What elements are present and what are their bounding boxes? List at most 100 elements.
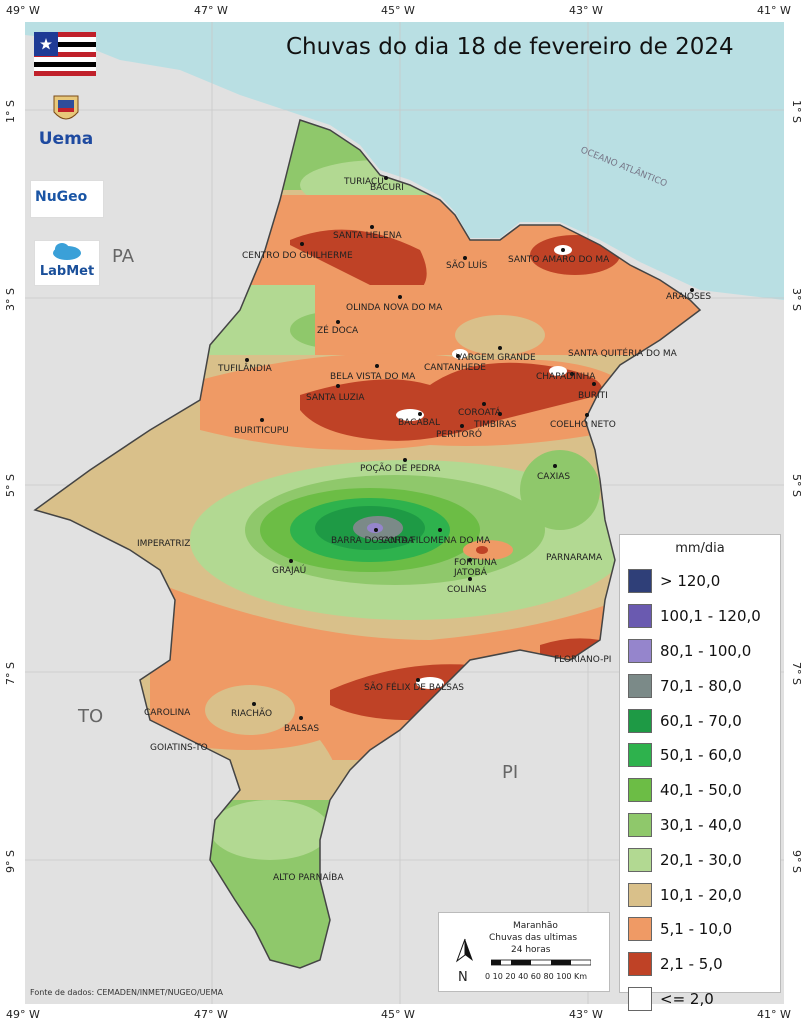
city-label: GRAJAÚ <box>272 564 306 576</box>
city-label: GOIATINS-TO <box>150 743 208 753</box>
legend-swatch <box>628 917 652 942</box>
city-label: BURITI <box>578 391 608 401</box>
cloud-icon <box>53 243 81 260</box>
legend-label: 60,1 - 70,0 <box>660 711 742 730</box>
city-label: SANTA HELENA <box>333 231 402 241</box>
legend-label: 30,1 - 40,0 <box>660 815 742 834</box>
city-label: PERITORÓ <box>436 428 482 440</box>
legend-label: 2,1 - 5,0 <box>660 955 723 974</box>
north-arrow-icon <box>455 938 473 963</box>
legend-swatch <box>628 847 652 872</box>
scale-title-2: Chuvas das ultimas <box>489 933 578 943</box>
lon-label-41-top: 41° W <box>757 4 791 17</box>
legend-label: 50,1 - 60,0 <box>660 746 742 765</box>
state-label-pi: PI <box>502 762 518 783</box>
city-label: SANTA QUITÉRIA DO MA <box>568 347 678 359</box>
legend-label: 5,1 - 10,0 <box>660 920 733 939</box>
legend-swatch <box>628 882 652 907</box>
city-label: ALTO PARNAÍBA <box>273 871 344 883</box>
city-label: OLINDA NOVA DO MA <box>346 303 443 313</box>
legend-label: 80,1 - 100,0 <box>660 641 752 660</box>
city-label: COELHO NETO <box>550 420 616 430</box>
city-label: CAROLINA <box>144 708 191 718</box>
data-source: Fonte de dados: CEMADEN/INMET/NUGEO/UEMA <box>30 988 223 997</box>
lon-label-47-bottom: 47° W <box>194 1008 228 1021</box>
city-label: COLINAS <box>447 585 487 595</box>
legend-swatch <box>628 604 652 629</box>
legend-label: 40,1 - 50,0 <box>660 781 742 800</box>
city-label: SÃO FÉLIX DE BALSAS <box>364 681 464 693</box>
scale-box: Maranhão Chuvas das ultimas 24 horas N 0… <box>438 912 610 992</box>
city-label: BACABAL <box>398 418 440 428</box>
legend-item: 50,1 - 60,0 <box>620 738 780 773</box>
legend-item: 30,1 - 40,0 <box>620 808 780 843</box>
scale-title-3: 24 horas <box>511 945 551 955</box>
legend-swatch <box>628 986 652 1011</box>
uema-logo: Uema <box>34 94 98 156</box>
lat-label-7-right: 7° S <box>790 662 803 685</box>
legend-label: 70,1 - 80,0 <box>660 676 742 695</box>
uema-logo-text: Uema <box>38 129 94 149</box>
legend-swatch <box>628 708 652 733</box>
legend-swatch <box>628 638 652 663</box>
city-label: SÃO LUÍS <box>446 259 488 271</box>
city-label: CENTRO DO GUILHERME <box>242 251 353 261</box>
city-label: SANTO AMARO DO MA <box>508 255 610 265</box>
city-label: FORTUNA <box>454 558 498 568</box>
legend-label: <= 2,0 <box>660 989 714 1008</box>
legend: mm/dia > 120,0 100,1 - 120,0 80,1 - 100,… <box>619 534 781 1011</box>
city-label: CHAPADINHA <box>536 372 596 382</box>
labmet-logo-text: LabMet <box>39 264 95 279</box>
lon-label-49-bottom: 49° W <box>6 1008 40 1021</box>
city-label: BARRA DO CORDA <box>331 536 415 546</box>
nugeo-logo-text: NuGeo <box>35 189 88 205</box>
scale-bar <box>491 959 591 966</box>
lat-label-7-left: 7° S <box>4 662 17 685</box>
legend-item: 40,1 - 50,0 <box>620 773 780 808</box>
city-label: COROATÁ <box>458 406 502 418</box>
city-label: SANTA LUZIA <box>306 393 365 403</box>
city-label: FLORIANO-PI <box>554 655 611 665</box>
legend-title: mm/dia <box>675 541 725 556</box>
legend-swatch <box>628 743 652 768</box>
state-label-to: TO <box>77 706 103 727</box>
city-label: BACURI <box>370 183 404 193</box>
city-label: TIMBIRAS <box>473 420 517 430</box>
lat-label-3-left: 3° S <box>4 288 17 311</box>
city-label: BALSAS <box>284 724 319 734</box>
state-label-pa: PA <box>112 246 135 267</box>
north-label: N <box>458 970 468 985</box>
city-label: CAXIAS <box>537 472 570 482</box>
legend-label: 20,1 - 30,0 <box>660 850 742 869</box>
legend-swatch <box>628 778 652 803</box>
legend-item: <= 2,0 <box>620 982 780 1017</box>
lon-label-47-top: 47° W <box>194 4 228 17</box>
city-label: ARAIOSES <box>666 292 711 302</box>
legend-label: 10,1 - 20,0 <box>660 885 742 904</box>
legend-item: 2,1 - 5,0 <box>620 947 780 982</box>
legend-label: 100,1 - 120,0 <box>660 607 761 626</box>
city-label: BURITICUPU <box>234 426 289 436</box>
legend-swatch <box>628 812 652 837</box>
uema-crest-icon <box>53 95 79 120</box>
ocean <box>25 22 784 300</box>
legend-swatch <box>628 952 652 977</box>
map-title: Chuvas do dia 18 de fevereiro de 2024 <box>286 34 734 60</box>
city-label: BELA VISTA DO MA <box>330 372 416 382</box>
lat-label-1-right: 1° S <box>790 100 803 123</box>
lon-label-43-top: 43° W <box>569 4 603 17</box>
city-label: CANTANHEDE <box>424 363 486 373</box>
legend-item: 80,1 - 100,0 <box>620 634 780 669</box>
lat-label-5-right: 5° S <box>790 474 803 497</box>
legend-item: 100,1 - 120,0 <box>620 599 780 634</box>
lat-label-1-left: 1° S <box>4 100 17 123</box>
scale-title-1: Maranhão <box>513 921 558 931</box>
labmet-logo: LabMet <box>34 240 100 286</box>
city-layer: TURIAÇU BACURI SANTA HELENA CENTRO DO GU… <box>137 176 711 883</box>
legend-item: 5,1 - 10,0 <box>620 912 780 947</box>
lat-label-9-left: 9° S <box>4 850 17 873</box>
lon-label-43-bottom: 43° W <box>569 1008 603 1021</box>
legend-swatch <box>628 569 652 594</box>
lon-label-45-bottom: 45° W <box>381 1008 415 1021</box>
city-label: IMPERATRIZ <box>137 539 190 549</box>
